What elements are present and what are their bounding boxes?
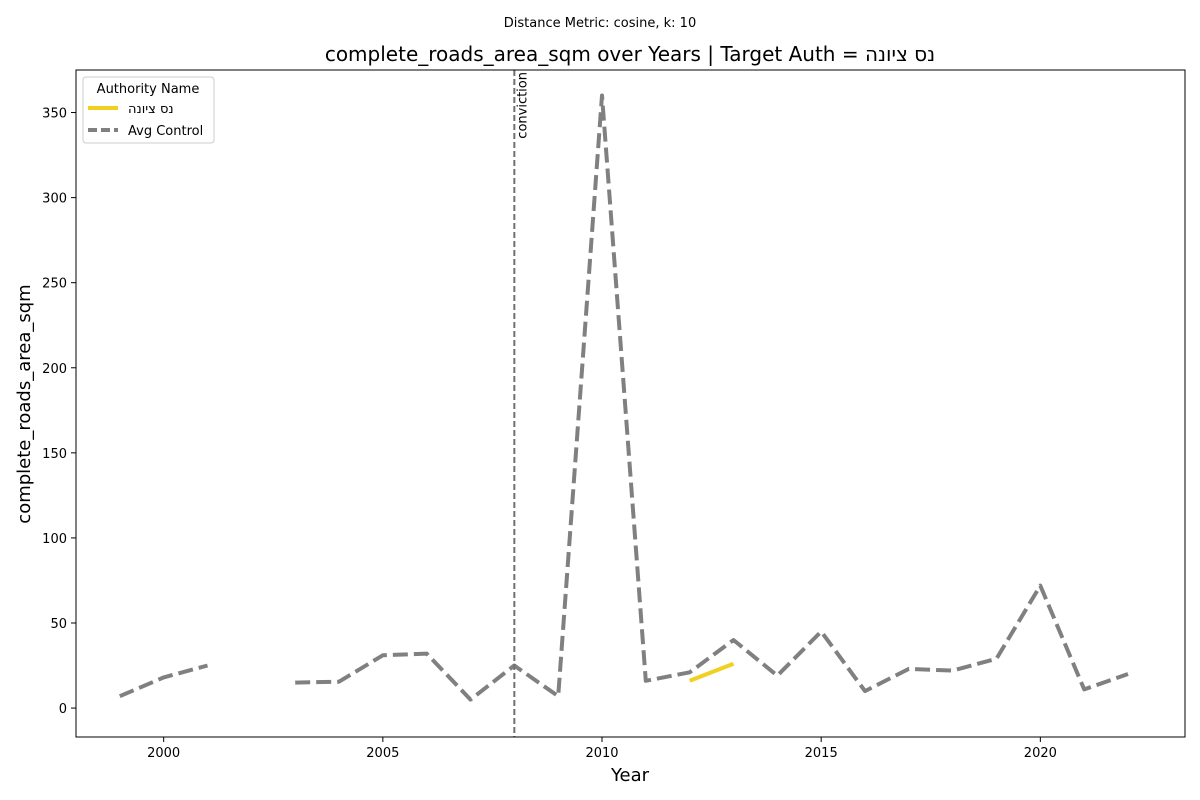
axes-frame: [75, 69, 1186, 738]
legend-items: נס ציונה Avg Control: [88, 102, 203, 139]
x-tick-label: 2010: [585, 746, 618, 761]
y-tick-label: 100: [42, 532, 67, 547]
x-tick-label: 2020: [1024, 746, 1057, 761]
y-axis-label: complete_roads_area_sqm: [14, 284, 35, 523]
x-tick-label: 2005: [366, 746, 399, 761]
legend-entry-label: נס ציונה: [128, 102, 174, 117]
legend-title: Authority Name: [97, 82, 200, 97]
series-line-avg-control: [295, 93, 1129, 702]
x-axis-ticks: 2000 2005 2010 2015 2020: [147, 737, 1057, 761]
legend-box: [82, 76, 215, 144]
x-tick-label: 2000: [147, 746, 180, 761]
chart-title: complete_roads_area_sqm over Years | Tar…: [325, 42, 935, 66]
annotation-layer: conviction: [513, 70, 530, 737]
annotation-label: conviction: [515, 72, 530, 139]
y-tick-label: 250: [42, 277, 67, 292]
y-tick-label: 150: [42, 447, 67, 462]
x-tick-label: 2015: [805, 746, 838, 761]
y-tick-label: 300: [42, 192, 67, 207]
y-tick-label: 350: [42, 107, 67, 122]
plot-lines: [119, 93, 1129, 702]
series-line-avg-control: [119, 663, 209, 699]
chart-suptitle: Distance Metric: cosine, k: 10: [504, 16, 696, 31]
series-line-target: [688, 661, 735, 683]
legend-entry-label: Avg Control: [128, 124, 203, 139]
legend: Authority Name נס ציונה Avg Control: [82, 76, 215, 144]
y-axis-ticks: 0 50 100 150 200 250 300 350: [42, 107, 76, 717]
x-axis-label: Year: [610, 765, 650, 786]
y-tick-label: 0: [59, 702, 67, 717]
y-tick-label: 200: [42, 362, 67, 377]
y-tick-label: 50: [50, 617, 67, 632]
